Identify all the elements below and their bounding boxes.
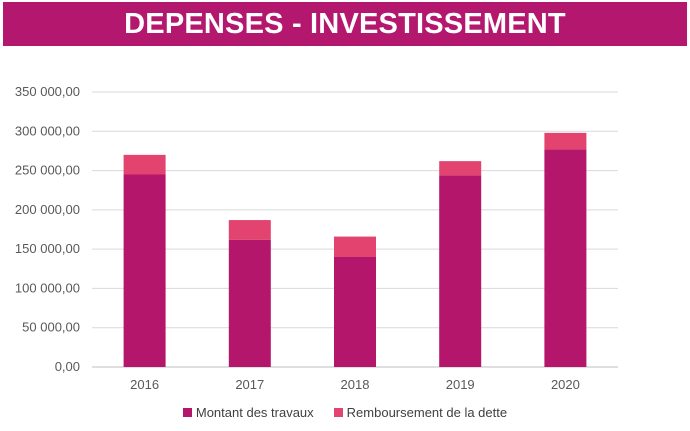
bar-travaux xyxy=(123,174,166,367)
y-tick-label: 200 000,00 xyxy=(15,202,80,217)
x-tick-label: 2020 xyxy=(551,377,580,392)
bar-travaux xyxy=(544,149,587,367)
legend-item-dette: Remboursement de la dette xyxy=(333,404,508,420)
y-tick-label: 100 000,00 xyxy=(15,280,80,295)
y-tick-label: 0,00 xyxy=(55,359,80,374)
bar-dette xyxy=(544,132,587,150)
bar-dette xyxy=(228,220,271,240)
bar-travaux xyxy=(228,239,271,367)
y-tick-label: 300 000,00 xyxy=(15,123,80,138)
legend-item-travaux: Montant des travaux xyxy=(182,404,314,420)
y-tick-label: 150 000,00 xyxy=(15,241,80,256)
legend-label-travaux: Montant des travaux xyxy=(195,404,314,420)
bar-dette xyxy=(123,154,166,175)
legend-swatch-dette xyxy=(333,407,343,417)
y-tick-label: 350 000,00 xyxy=(15,84,80,99)
page-title: DEPENSES - INVESTISSEMENT xyxy=(124,7,566,40)
bar-travaux xyxy=(439,175,482,367)
bar-dette xyxy=(439,161,482,176)
x-tick-label: 2018 xyxy=(341,377,370,392)
x-tick-label: 2017 xyxy=(235,377,264,392)
legend-label-dette: Remboursement de la dette xyxy=(346,404,508,420)
title-banner: DEPENSES - INVESTISSEMENT xyxy=(3,2,687,46)
y-tick-label: 50 000,00 xyxy=(22,320,80,335)
x-tick-label: 2016 xyxy=(130,377,159,392)
bar-dette xyxy=(334,236,376,257)
y-tick-label: 250 000,00 xyxy=(15,163,80,178)
x-tick-label: 2019 xyxy=(446,377,475,392)
bar-travaux xyxy=(334,257,376,367)
chart-legend: Montant des travaux Remboursement de la … xyxy=(0,402,690,422)
legend-swatch-travaux xyxy=(182,407,192,417)
